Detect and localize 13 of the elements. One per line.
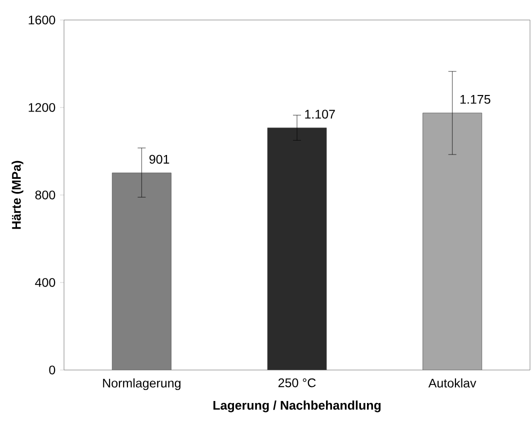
- x-tick-label: Autoklav: [428, 378, 476, 388]
- y-tick-label: 800: [35, 190, 56, 200]
- data-label: 901: [149, 154, 170, 164]
- y-axis-title: Härte (MPa): [12, 160, 24, 229]
- data-label: 1.175: [460, 95, 490, 104]
- y-tick-label: 1600: [28, 16, 56, 24]
- x-axis-title: Lagerung / Nachbehandlung: [213, 400, 381, 412]
- x-tick-label: 250 °C: [278, 378, 316, 388]
- y-tick-label: 400: [35, 278, 56, 287]
- y-tick-label: 0: [49, 366, 56, 374]
- x-tick-label: Normlagerung: [103, 378, 180, 390]
- data-label: 1.107: [305, 110, 335, 119]
- y-tick-label: 1200: [28, 103, 56, 112]
